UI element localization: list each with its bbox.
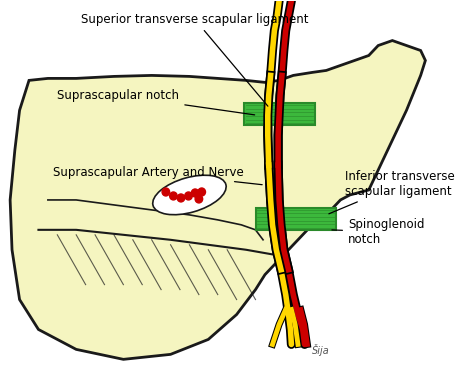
Circle shape: [185, 192, 192, 200]
Polygon shape: [10, 40, 425, 359]
Text: Inferior transverse
scapular ligament: Inferior transverse scapular ligament: [329, 170, 455, 214]
Circle shape: [191, 189, 199, 197]
Text: Šija: Šija: [312, 344, 330, 357]
Bar: [255, 208, 336, 230]
Ellipse shape: [153, 175, 226, 215]
Text: Suprascapular notch: Suprascapular notch: [57, 89, 255, 115]
Text: Suprascapular Artery and Nerve: Suprascapular Artery and Nerve: [53, 165, 262, 185]
Circle shape: [177, 194, 185, 202]
Circle shape: [162, 188, 170, 196]
Text: Superior transverse scapular ligament: Superior transverse scapular ligament: [81, 13, 309, 106]
Circle shape: [170, 192, 177, 200]
Circle shape: [195, 195, 203, 203]
Circle shape: [198, 188, 206, 196]
Text: Spinoglenoid
notch: Spinoglenoid notch: [332, 218, 425, 246]
Bar: [244, 103, 315, 125]
